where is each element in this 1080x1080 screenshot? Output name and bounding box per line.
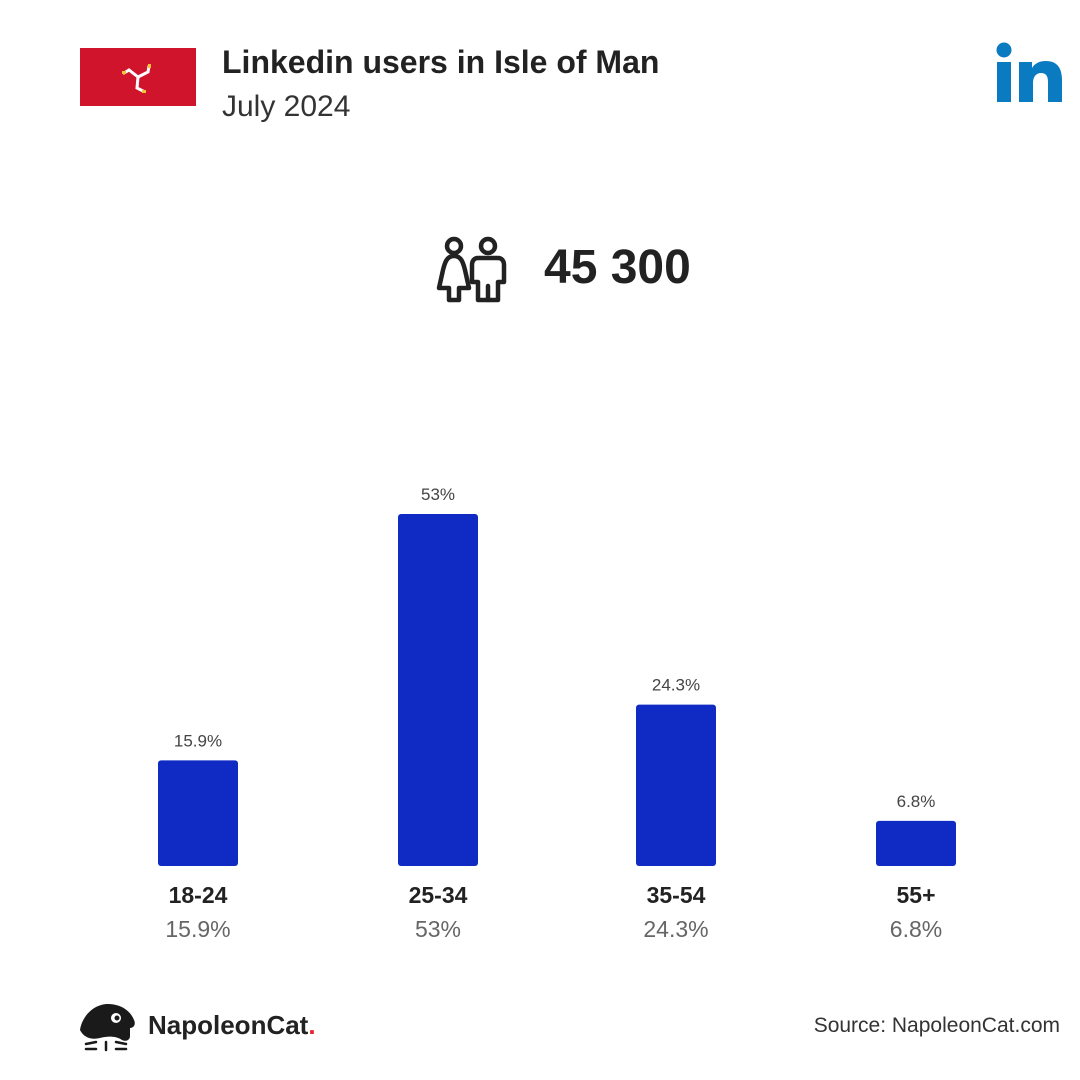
people-icon	[436, 236, 507, 303]
category-percent: 53%	[414, 916, 462, 942]
page-subtitle: July 2024	[222, 90, 351, 123]
category-percent: 24.3%	[643, 916, 709, 942]
total-users-block: 45 300	[436, 236, 756, 306]
isle-of-man-flag-icon	[80, 48, 196, 106]
bar-25-34	[398, 514, 478, 866]
age-bar-chart: 15.9% 53% 24.3% 6.8%	[158, 485, 956, 866]
bar-35-54	[636, 704, 716, 866]
bar-18-24	[158, 760, 238, 866]
bar-value-label: 24.3%	[652, 676, 700, 695]
napoleoncat-brand-name: NapoleonCat.	[148, 1010, 316, 1041]
category-percent: 15.9%	[165, 916, 231, 942]
bar-value-label: 53%	[421, 485, 455, 504]
category-label: 25-34	[408, 882, 468, 908]
bar-55+	[876, 820, 956, 866]
category-percent: 6.8%	[889, 916, 943, 942]
total-users-value: 45 300	[544, 241, 691, 294]
linkedin-logo-icon	[996, 42, 1064, 109]
brand-dot: .	[308, 1010, 316, 1040]
category-label: 55+	[896, 882, 936, 908]
category-label: 35-54	[646, 882, 706, 908]
bar-value-label: 15.9%	[174, 731, 222, 750]
bar-value-label: 6.8%	[897, 792, 936, 811]
brand-name-text: NapoleonCat	[148, 1010, 309, 1040]
page-title: Linkedin users in Isle of Man	[222, 44, 660, 80]
source-text: Source: NapoleonCat.com	[813, 1014, 1060, 1037]
category-label: 18-24	[168, 882, 228, 908]
napoleoncat-logo-icon	[78, 1000, 138, 1057]
